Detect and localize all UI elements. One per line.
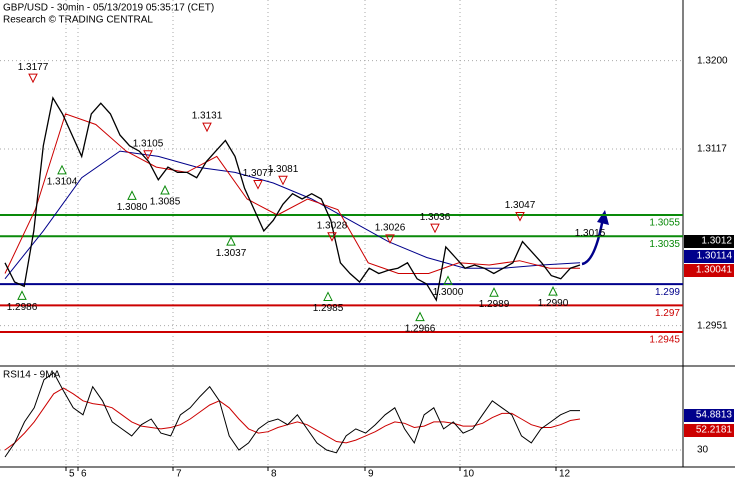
low-label: 1.3085 (150, 197, 181, 208)
high-marker (430, 223, 440, 234)
rsi-box (684, 424, 734, 437)
high-marker (202, 122, 212, 133)
low-label: 1.3000 (433, 287, 464, 298)
low-marker (17, 290, 27, 300)
low-label: 1.2990 (538, 298, 569, 309)
level-label: 1.3055 (649, 218, 680, 229)
price-line (4, 96, 581, 302)
target-label: 1.3015 (575, 228, 606, 239)
rsi-box-label: 52.2181 (696, 425, 733, 436)
level-label: 1.299 (655, 287, 680, 298)
low-label: 1.3080 (117, 202, 148, 213)
low-label: 1.2966 (405, 323, 436, 334)
x-tick-label: 7 (176, 469, 182, 480)
rsi-tick-label: 30 (697, 445, 709, 456)
low-label: 1.3037 (216, 248, 247, 259)
price-box-label: 1.3012 (701, 236, 732, 247)
level-label: 1.297 (655, 308, 680, 319)
price-box (684, 250, 734, 263)
high-marker (327, 232, 337, 242)
high-label: 1.3047 (505, 200, 536, 211)
arrow-head (597, 210, 609, 225)
high-label: 1.3081 (268, 164, 299, 175)
high-marker (253, 180, 263, 190)
rsi-box-label: 54.8813 (696, 410, 733, 421)
high-label: 1.3105 (133, 138, 164, 149)
high-label: 1.3026 (375, 222, 406, 233)
low-marker (127, 190, 137, 200)
rsi-box (684, 409, 734, 422)
y-tick-label: 1.3200 (697, 55, 728, 66)
low-marker (443, 275, 453, 285)
high-label: 1.3177 (18, 62, 49, 73)
low-marker (160, 184, 170, 195)
x-tick-label: 9 (368, 469, 374, 480)
level-label: 1.3035 (649, 239, 680, 250)
x-tick-label: 8 (271, 469, 277, 480)
x-tick-label: 5 (69, 469, 75, 480)
high-label: 1.3036 (420, 212, 451, 223)
low-label: 1.3104 (47, 176, 78, 187)
high-marker (143, 150, 153, 160)
high-label: 1.3131 (192, 111, 223, 122)
low-marker (415, 311, 425, 322)
high-marker (385, 234, 395, 244)
rsi-line (4, 387, 581, 451)
low-marker (226, 235, 236, 246)
low-label: 1.2986 (7, 302, 38, 313)
rsi-title: RSI14 - 9MA (3, 370, 61, 381)
moving-average (4, 113, 580, 274)
rsi-line (4, 371, 580, 458)
low-marker (57, 164, 67, 175)
price-box-label: 1.30041 (696, 265, 733, 276)
projection-arrow (581, 217, 605, 266)
price-box-label: 1.30114 (697, 251, 733, 262)
x-tick-label: 6 (81, 469, 87, 480)
level-label: 1.2945 (649, 335, 680, 346)
low-label: 1.2989 (479, 299, 510, 310)
x-tick-label: 10 (463, 469, 475, 480)
low-marker (548, 286, 558, 296)
high-label: 1.3077 (243, 168, 274, 179)
high-marker (278, 175, 288, 186)
y-tick-label: 1.2951 (697, 320, 728, 331)
chart-title: GBP/USD - 30min - 05/13/2019 05:35:17 (C… (3, 3, 214, 14)
price-box (684, 264, 734, 277)
high-marker (515, 211, 525, 222)
high-label: 1.3028 (317, 220, 348, 231)
high-marker (28, 73, 38, 84)
x-tick-label: 12 (559, 469, 571, 480)
low-marker (323, 291, 333, 301)
y-tick-label: 1.3117 (697, 144, 727, 155)
low-marker (489, 287, 499, 297)
price-box (684, 235, 734, 248)
low-label: 1.2985 (313, 303, 344, 314)
